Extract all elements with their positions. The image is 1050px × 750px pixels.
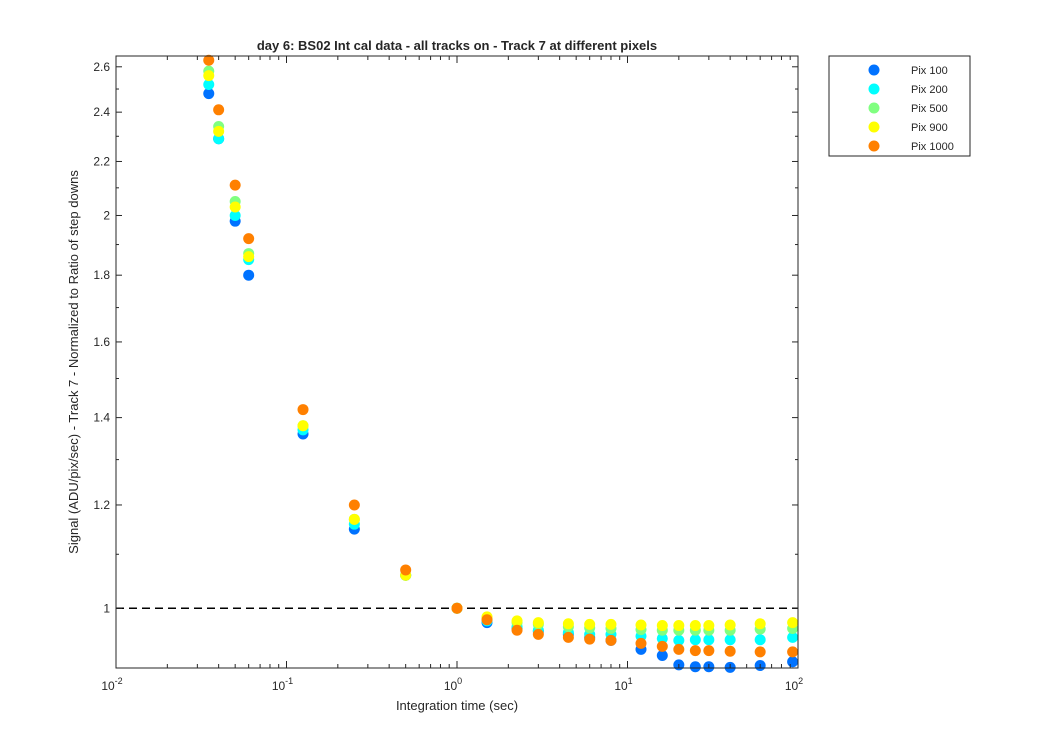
data-point bbox=[229, 179, 241, 191]
data-point bbox=[656, 620, 668, 632]
y-tick-label: 2.4 bbox=[93, 105, 110, 119]
y-tick-label: 1.2 bbox=[93, 498, 110, 512]
legend-marker-0 bbox=[868, 64, 880, 76]
data-point bbox=[703, 620, 715, 632]
legend-marker-3 bbox=[868, 121, 880, 133]
series-pix-1000 bbox=[203, 54, 799, 658]
x-tick-label: 10-1 bbox=[272, 676, 293, 693]
data-point bbox=[656, 640, 668, 652]
data-point bbox=[656, 633, 668, 645]
data-point bbox=[754, 618, 766, 630]
data-point bbox=[635, 637, 647, 649]
legend: Pix 100 Pix 200 Pix 500 Pix 900 Pix 1000 bbox=[828, 55, 971, 157]
y-tick-label: 2.6 bbox=[93, 60, 110, 74]
data-point bbox=[213, 104, 225, 116]
data-point bbox=[229, 201, 241, 213]
y-tick-label: 2.2 bbox=[93, 154, 110, 168]
legend-box bbox=[828, 55, 971, 157]
data-point bbox=[229, 209, 241, 221]
data-point bbox=[787, 656, 799, 668]
legend-label-2: Pix 500 bbox=[911, 103, 948, 115]
data-point bbox=[203, 88, 215, 100]
data-point bbox=[703, 634, 715, 646]
data-point bbox=[562, 631, 574, 643]
data-point bbox=[511, 624, 523, 636]
data-point bbox=[584, 633, 596, 645]
data-point bbox=[243, 269, 255, 281]
data-point bbox=[689, 620, 701, 632]
data-point bbox=[673, 643, 685, 655]
data-point bbox=[787, 646, 799, 658]
data-point bbox=[787, 617, 799, 629]
data-point bbox=[656, 650, 668, 662]
data-point bbox=[297, 404, 309, 416]
data-point bbox=[243, 251, 255, 263]
data-point bbox=[203, 70, 215, 82]
y-axis-label: Signal (ADU/pix/sec) - Track 7 - Normali… bbox=[66, 170, 81, 554]
data-point bbox=[724, 645, 736, 657]
data-point bbox=[673, 620, 685, 632]
data-point bbox=[689, 661, 701, 673]
x-tick-label: 102 bbox=[785, 676, 803, 693]
data-point bbox=[532, 617, 544, 629]
y-tick-label: 1.6 bbox=[93, 335, 110, 349]
legend-label-3: Pix 900 bbox=[911, 122, 948, 134]
data-point bbox=[203, 79, 215, 91]
data-point bbox=[348, 499, 360, 511]
axis-ticks-layer: 1 1.2 1.4 1.6 1.8 2 2.2 2.4 2.6 10-2 10-1 100 101 102 bbox=[93, 56, 803, 693]
y-tick-label: 1 bbox=[103, 601, 110, 615]
plot-frame bbox=[115, 55, 799, 669]
data-point bbox=[754, 646, 766, 658]
data-point bbox=[673, 634, 685, 646]
legend-label-1: Pix 200 bbox=[911, 84, 948, 96]
data-point bbox=[400, 564, 412, 576]
y-tick-label: 1.8 bbox=[93, 268, 110, 282]
legend-marker-1 bbox=[868, 83, 880, 95]
data-point bbox=[605, 618, 617, 630]
data-point bbox=[297, 420, 309, 432]
data-point bbox=[635, 619, 647, 631]
data-point bbox=[481, 614, 493, 626]
data-point bbox=[243, 233, 255, 245]
data-point bbox=[724, 619, 736, 631]
data-point bbox=[754, 634, 766, 646]
data-point bbox=[511, 615, 523, 627]
legend-marker-4 bbox=[868, 140, 880, 152]
data-point bbox=[689, 645, 701, 657]
data-point bbox=[203, 54, 215, 66]
data-points-layer bbox=[203, 54, 799, 673]
data-point bbox=[584, 618, 596, 630]
y-tick-label: 1.4 bbox=[93, 411, 110, 425]
data-point bbox=[605, 634, 617, 646]
data-point bbox=[532, 628, 544, 640]
data-point bbox=[348, 513, 360, 525]
y-tick-label: 2 bbox=[103, 208, 110, 222]
data-point bbox=[562, 618, 574, 630]
data-point bbox=[787, 631, 799, 643]
plot-area bbox=[116, 56, 798, 668]
data-point bbox=[451, 602, 463, 614]
data-point bbox=[689, 634, 701, 646]
x-tick-label: 10-2 bbox=[101, 676, 122, 693]
data-point bbox=[724, 634, 736, 646]
x-tick-label: 101 bbox=[614, 676, 632, 693]
series-pix-900 bbox=[203, 70, 799, 632]
legend-marker-2 bbox=[868, 102, 880, 114]
x-tick-label: 100 bbox=[444, 676, 462, 693]
data-point bbox=[213, 125, 225, 137]
x-axis-label: Integration time (sec) bbox=[396, 698, 518, 713]
legend-label-0: Pix 100 bbox=[911, 65, 948, 77]
chart-title: day 6: BS02 Int cal data - all tracks on… bbox=[257, 38, 657, 53]
legend-label-4: Pix 1000 bbox=[911, 141, 954, 153]
data-point bbox=[703, 645, 715, 657]
